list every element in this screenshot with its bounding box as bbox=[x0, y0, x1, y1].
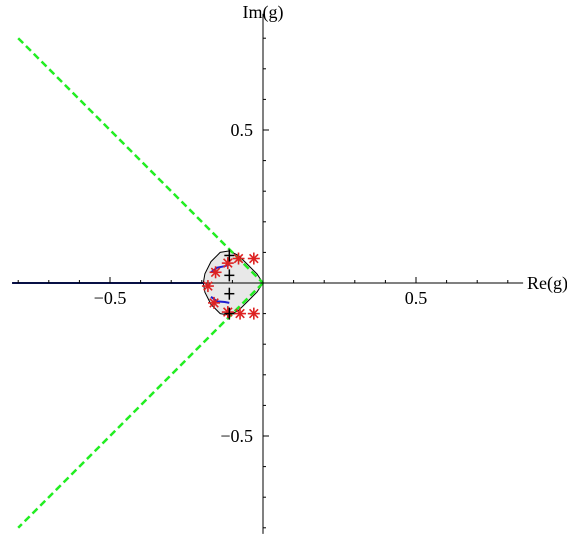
y-tick-label: −0.5 bbox=[220, 426, 253, 446]
star-marker bbox=[247, 252, 260, 265]
star-marker bbox=[234, 307, 247, 320]
x-axis-label: Re(g) bbox=[527, 273, 567, 294]
star-stroke bbox=[235, 308, 245, 319]
star-stroke bbox=[203, 281, 213, 291]
star-marker bbox=[208, 296, 221, 309]
dashed-line-upper bbox=[17, 37, 264, 284]
star-stroke bbox=[209, 298, 219, 308]
star-marker bbox=[209, 266, 222, 279]
plus-marker bbox=[224, 307, 235, 320]
star-marker bbox=[247, 307, 260, 320]
y-tick-label: 0.5 bbox=[231, 120, 254, 140]
axes: −0.5 0.5 0.5 −0.5 bbox=[12, 13, 524, 534]
plus-marker bbox=[224, 287, 235, 300]
star-stroke bbox=[249, 253, 259, 264]
star-marker bbox=[221, 306, 234, 319]
star-stroke bbox=[210, 267, 221, 278]
star-stroke bbox=[233, 253, 244, 264]
star-marker bbox=[221, 257, 234, 270]
star-marker bbox=[201, 280, 214, 293]
star-marker bbox=[232, 252, 245, 265]
plus-markers bbox=[224, 249, 235, 320]
plus-marker bbox=[224, 249, 235, 262]
plus-marker bbox=[224, 269, 235, 282]
axis-labels: Re(g) Im(g) bbox=[243, 2, 567, 294]
star-markers bbox=[201, 252, 260, 320]
x-tick-label: 0.5 bbox=[405, 288, 428, 308]
dashed-line-lower bbox=[17, 282, 264, 529]
x-tick-label: −0.5 bbox=[94, 288, 127, 308]
y-axis-label: Im(g) bbox=[243, 2, 284, 23]
star-stroke bbox=[223, 307, 233, 317]
star-stroke bbox=[223, 258, 233, 268]
star-stroke bbox=[249, 308, 259, 319]
